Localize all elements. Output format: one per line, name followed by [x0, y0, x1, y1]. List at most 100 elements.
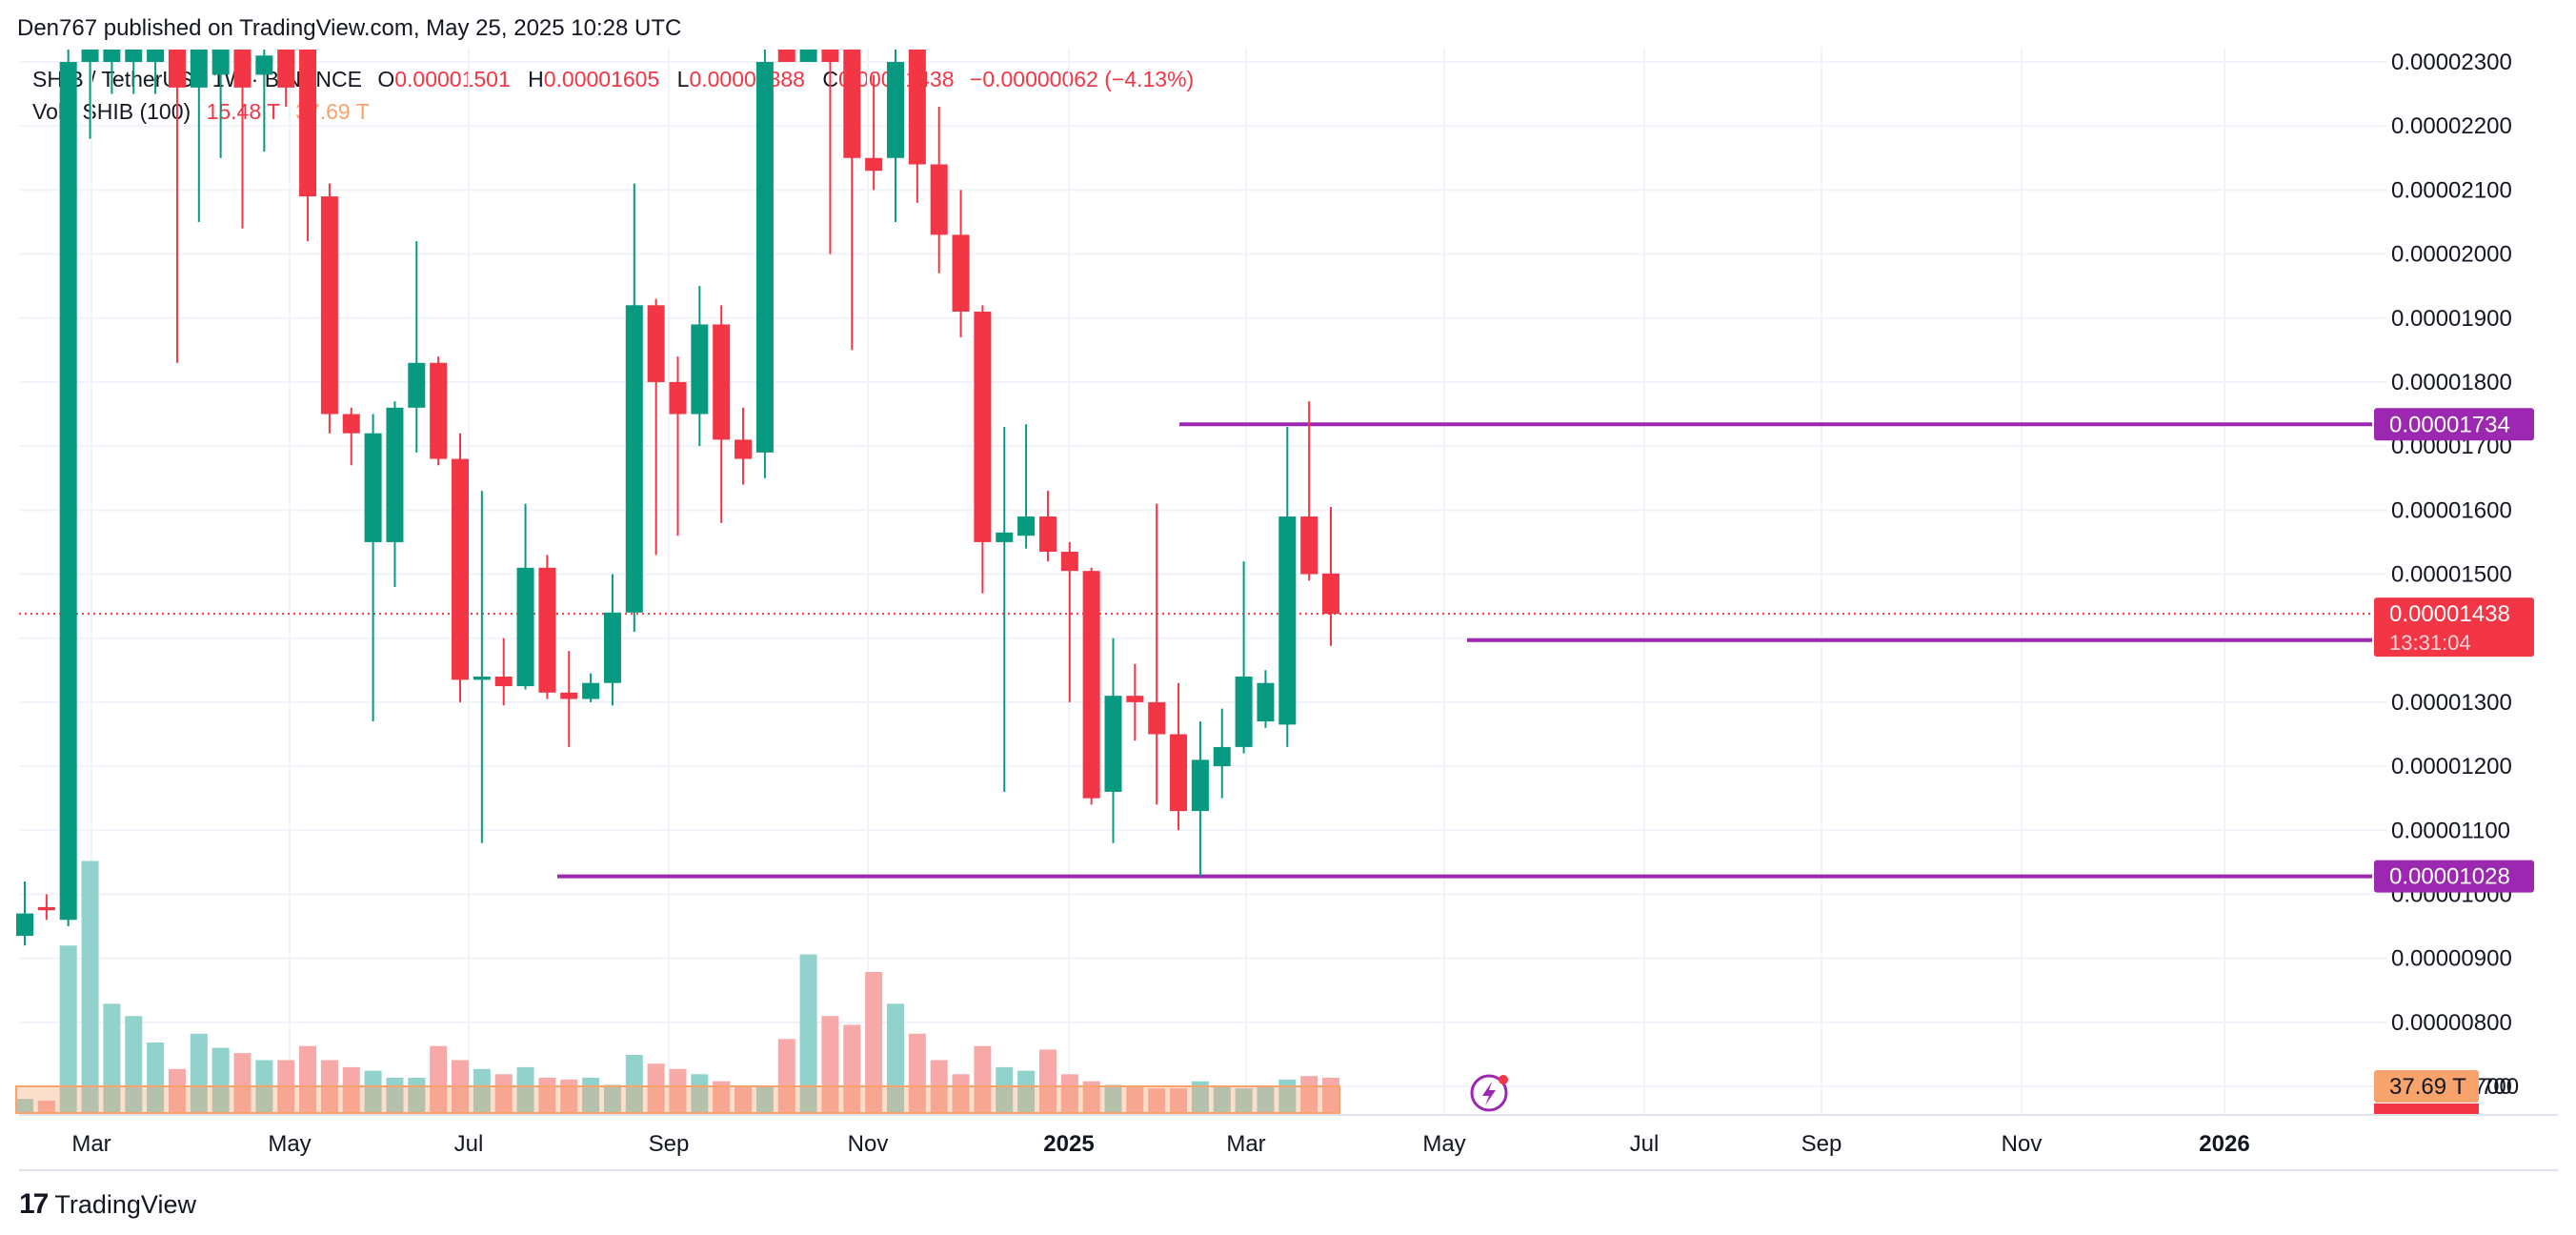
time-tick-label: 2025 [1043, 1131, 1094, 1157]
volume-bar [799, 954, 817, 1113]
volume-bar [1126, 1086, 1144, 1113]
volume-bar [952, 1074, 970, 1113]
lightning-icon[interactable] [1470, 1074, 1508, 1112]
candle-body [582, 682, 600, 699]
volume-bar [342, 1066, 360, 1113]
candle-body [755, 62, 774, 453]
tradingview-brand: TradingView [54, 1189, 196, 1219]
candle-body [865, 157, 883, 172]
volume-bar [473, 1068, 491, 1113]
price-tick-label: 0.00000900 [2391, 946, 2512, 972]
volume-bar [147, 1043, 165, 1113]
candle-body [16, 913, 33, 937]
price-axis[interactable]: 0.00002300 0.00002200 0.00002100 0.00002000… [19, 50, 2558, 1171]
candle-body [364, 433, 382, 542]
price-tick-label: 0.00002100 [2391, 177, 2512, 203]
candle-body [1038, 516, 1057, 552]
volume-bars [16, 860, 1339, 1113]
candle-body [821, 50, 839, 62]
candle-body [1126, 696, 1144, 702]
level-price-tag-label: 0.00001734 [2389, 412, 2510, 437]
candle-body [37, 906, 55, 911]
candle-body [103, 50, 121, 62]
time-tick-label: Nov [2002, 1131, 2043, 1157]
time-tick-label: Sep [1801, 1131, 1842, 1157]
candle-body [473, 677, 491, 680]
candle-body [452, 458, 469, 680]
volume-bar [1257, 1086, 1275, 1113]
price-tick-label: 0.00001600 [2391, 497, 2512, 523]
volume-bar [713, 1081, 731, 1113]
legend-high-value: 0.00001605 [543, 67, 660, 91]
volume-bar [81, 860, 99, 1113]
volume-bar [125, 1016, 143, 1113]
volume-bar [168, 1068, 186, 1113]
volume-bar [777, 1039, 795, 1113]
price-tick-label: 0.00001100 [2391, 818, 2510, 843]
candle-body [930, 164, 948, 235]
last-price-tag-label: 0.00001438 [2389, 601, 2510, 627]
legend-low-value: 0.00001388 [689, 67, 805, 91]
candle-body [125, 50, 143, 62]
candle-body [59, 62, 77, 921]
candle-body [190, 50, 208, 88]
volume-bar [1235, 1088, 1253, 1113]
volume-bar [211, 1047, 230, 1113]
volume-bar [190, 1033, 208, 1113]
time-tick-label: 2026 [2199, 1131, 2249, 1157]
volume-bar [364, 1070, 382, 1113]
volume-legend-label[interactable]: Vol · SHIB (100) [32, 99, 191, 124]
candle-body [996, 532, 1014, 542]
candle-body [1017, 516, 1036, 537]
candle-body [408, 362, 426, 408]
candle-body [147, 50, 165, 62]
volume-bar [1038, 1049, 1057, 1113]
candlestick-series [16, 50, 1339, 946]
candle-body [430, 362, 448, 459]
candle-body [1235, 677, 1253, 747]
volume-bar [691, 1074, 709, 1113]
legend-low-label: L [676, 67, 690, 91]
volume-bar [1191, 1081, 1209, 1113]
volume-bar [16, 1099, 33, 1113]
candle-body [560, 692, 578, 699]
legend-change: −0.00000062 (−4.13%) [969, 67, 1195, 91]
candle-body [1148, 701, 1166, 735]
candle-body [735, 439, 753, 459]
level-price-tag[interactable] [2374, 860, 2534, 893]
countdown-label: 13:31:04 [2389, 631, 2471, 655]
candle-body [647, 305, 665, 382]
candle-body [168, 50, 186, 88]
candle-body [669, 381, 687, 415]
volume-bar [603, 1084, 621, 1113]
volume-bar [735, 1086, 753, 1113]
horizontal-levels[interactable] [557, 422, 2372, 879]
price-tick-label: 0.00002000 [2391, 242, 2512, 268]
level-price-tag[interactable] [2374, 408, 2534, 441]
volume-bar [996, 1066, 1014, 1113]
time-tick-label: May [1422, 1131, 1465, 1157]
time-axis[interactable]: Mar May Jul Sep Nov 2025 Mar May Jul Sep Nov 2026 [71, 1131, 2249, 1157]
candle-body [777, 50, 795, 62]
candle-body [81, 50, 99, 62]
price-tick-label: 0.00001200 [2391, 754, 2512, 779]
candle-body [799, 50, 817, 62]
candle-body [233, 50, 252, 88]
volume-bar [494, 1074, 513, 1113]
candle-body [1213, 746, 1231, 767]
volume-bar [37, 1101, 55, 1113]
volume-bar [755, 1086, 774, 1113]
volume-bar [821, 1016, 839, 1113]
candle-body [908, 50, 926, 165]
tradingview-logo[interactable]: 17 TradingView [19, 1188, 196, 1221]
candle-body [1170, 734, 1188, 812]
price-tick-label: 0.00000800 [2391, 1010, 2512, 1036]
candle-body [538, 567, 556, 693]
candle-body [952, 234, 970, 313]
level-price-tag-label: 0.00001028 [2389, 864, 2510, 890]
volume-bar [1213, 1086, 1231, 1113]
volume-bar [59, 945, 77, 1113]
price-tick-label: 0.00002200 [2391, 113, 2512, 139]
volume-bar [1170, 1088, 1188, 1113]
